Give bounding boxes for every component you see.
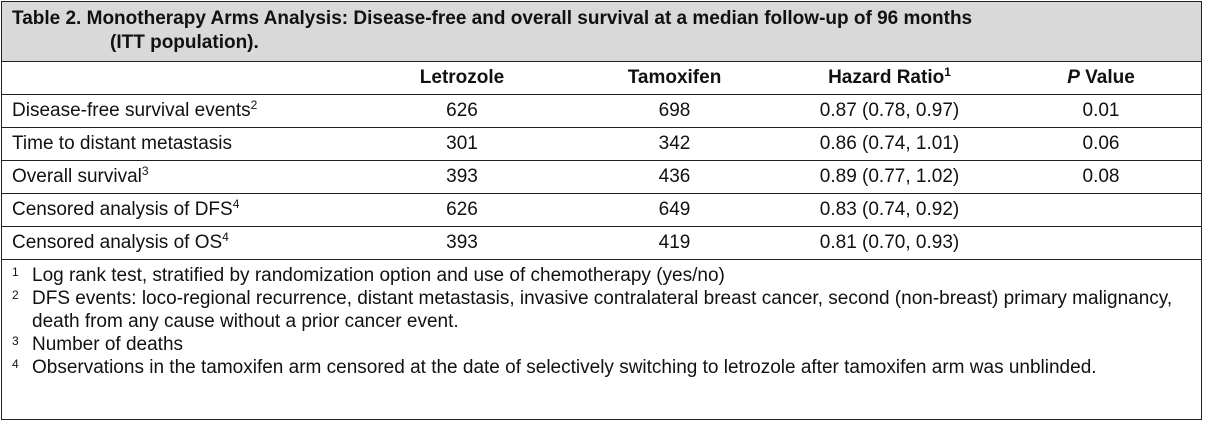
cell-p-value: 0.01 <box>1001 94 1201 128</box>
cell-hazard-ratio: 0.86 (0.74, 1.01) <box>778 127 1001 161</box>
cell-tamoxifen: 419 <box>571 226 778 260</box>
caption-line-1: Table 2. Monotherapy Arms Analysis: Dise… <box>12 8 973 29</box>
footnote: 1 Log rank test, stratified by randomiza… <box>12 264 1191 287</box>
cell-letrozole: 393 <box>353 226 571 260</box>
row-label-sup: 3 <box>141 163 149 178</box>
row-label-text: Censored analysis of OS <box>12 231 223 253</box>
footnote-mark: 3 <box>12 333 19 348</box>
header-row: Letrozole Tamoxifen Hazard Ratio1 P Valu… <box>2 62 1201 95</box>
row-label: Disease-free survival events2 <box>2 94 353 128</box>
footnote: 4 Observations in the tamoxifen arm cens… <box>12 356 1191 379</box>
row-label-sup: 2 <box>250 97 258 112</box>
cell-hazard-ratio: 0.87 (0.78, 0.97) <box>778 94 1001 128</box>
footnote-mark: 2 <box>12 287 19 302</box>
cell-p-value: 0.06 <box>1001 127 1201 161</box>
footnote: 2 DFS events: loco-regional recurrence, … <box>12 287 1191 333</box>
cell-tamoxifen: 698 <box>571 94 778 128</box>
row-label: Time to distant metastasis <box>2 127 353 161</box>
cell-tamoxifen: 436 <box>571 160 778 194</box>
header-empty <box>2 62 353 95</box>
cell-hazard-ratio: 0.81 (0.70, 0.93) <box>778 226 1001 260</box>
header-hazard-ratio-text: Hazard Ratio <box>828 66 945 88</box>
table-row: Censored analysis of OS4 393 419 0.81 (0… <box>2 226 1201 260</box>
row-label-text: Time to distant metastasis <box>12 132 232 154</box>
row-label: Overall survival3 <box>2 160 353 194</box>
cell-tamoxifen: 649 <box>571 193 778 227</box>
footnote: 3 Number of deaths <box>12 333 1191 356</box>
cell-p-value <box>1001 226 1201 260</box>
header-hazard-ratio: Hazard Ratio1 <box>778 62 1001 95</box>
footnotes: 1 Log rank test, stratified by randomiza… <box>2 260 1201 379</box>
header-p-italic: P <box>1067 66 1080 88</box>
cell-letrozole: 626 <box>353 193 571 227</box>
row-label: Censored analysis of DFS4 <box>2 193 353 227</box>
cell-letrozole: 301 <box>353 127 571 161</box>
row-label: Censored analysis of OS4 <box>2 226 353 260</box>
footnote-text: Log rank test, stratified by randomizati… <box>32 264 725 286</box>
footnote-text: DFS events: loco-regional recurrence, di… <box>32 287 1173 332</box>
footnote-text: Number of deaths <box>32 333 184 355</box>
table-row: Overall survival3 393 436 0.89 (0.77, 1.… <box>2 160 1201 194</box>
caption-line-2: (ITT population). <box>110 32 259 53</box>
header-hazard-ratio-sup: 1 <box>944 64 951 79</box>
header-p-rest: Value <box>1079 66 1135 88</box>
table-row: Censored analysis of DFS4 626 649 0.83 (… <box>2 193 1201 227</box>
cell-hazard-ratio: 0.83 (0.74, 0.92) <box>778 193 1001 227</box>
cell-tamoxifen: 342 <box>571 127 778 161</box>
footnote-mark: 1 <box>12 264 19 279</box>
row-label-sup: 4 <box>232 196 240 211</box>
cell-p-value: 0.08 <box>1001 160 1201 194</box>
header-tamoxifen: Tamoxifen <box>571 62 778 95</box>
results-table: Letrozole Tamoxifen Hazard Ratio1 P Valu… <box>2 62 1201 260</box>
row-label-text: Censored analysis of DFS <box>12 198 233 220</box>
cell-p-value <box>1001 193 1201 227</box>
cell-letrozole: 393 <box>353 160 571 194</box>
table-row: Time to distant metastasis 301 342 0.86 … <box>2 127 1201 161</box>
cell-letrozole: 626 <box>353 94 571 128</box>
row-label-text: Disease-free survival events <box>12 99 251 121</box>
header-letrozole: Letrozole <box>353 62 571 95</box>
row-label-text: Overall survival <box>12 165 142 187</box>
footnote-mark: 4 <box>12 356 19 371</box>
table-row: Disease-free survival events2 626 698 0.… <box>2 94 1201 128</box>
footnote-text: Observations in the tamoxifen arm censor… <box>32 356 1097 378</box>
table-caption: Table 2. Monotherapy Arms Analysis: Dise… <box>2 2 1201 62</box>
cell-hazard-ratio: 0.89 (0.77, 1.02) <box>778 160 1001 194</box>
header-p-value: P Value <box>1001 62 1201 95</box>
row-label-sup: 4 <box>222 229 229 244</box>
